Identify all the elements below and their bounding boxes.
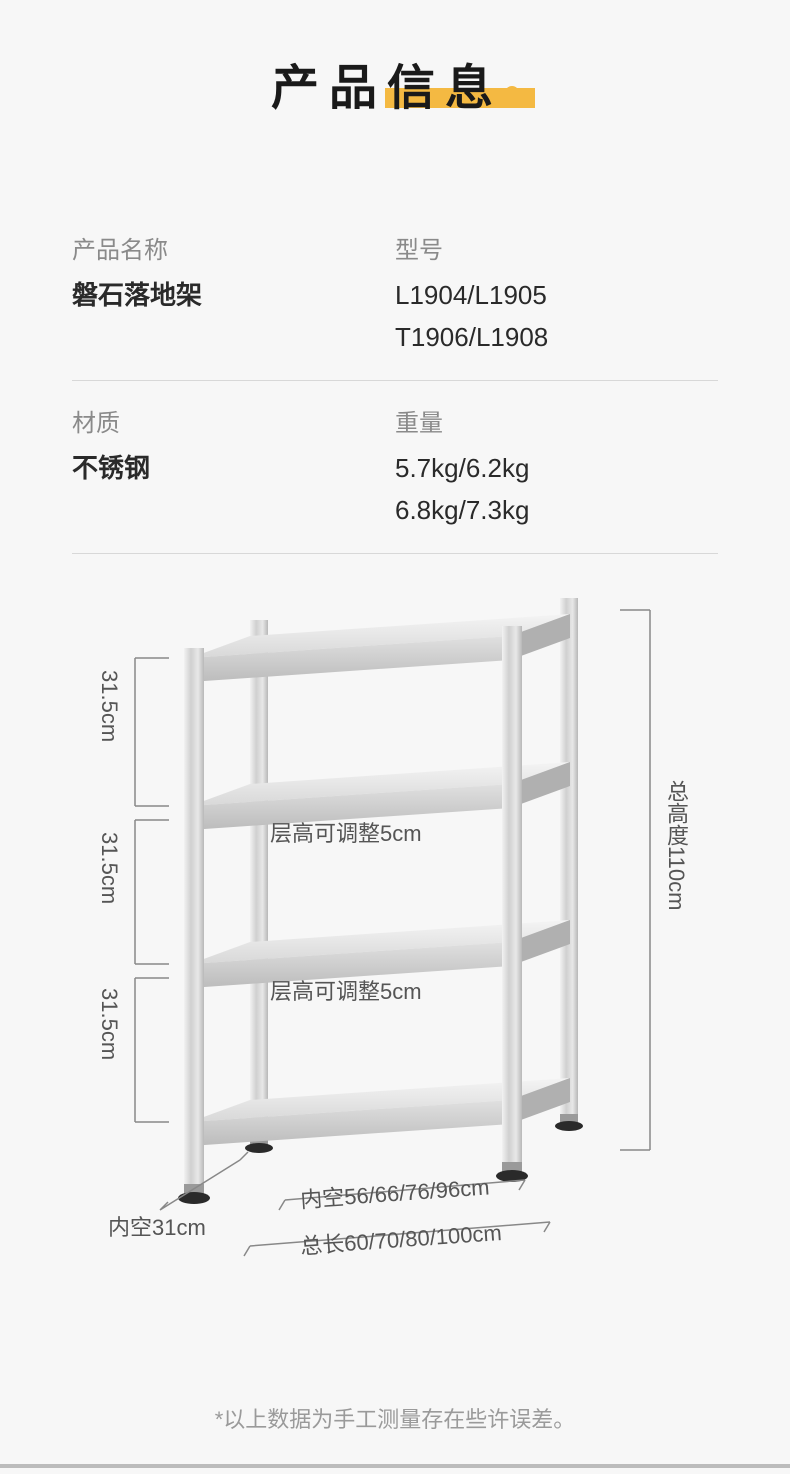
bottom-divider bbox=[0, 1464, 790, 1468]
dim-shelf-height-3: 31.5cm bbox=[96, 988, 122, 1060]
spec-cell-weight: 重量 5.7kg/6.2kg 6.8kg/7.3kg bbox=[395, 403, 718, 531]
dim-shelf-height-2: 31.5cm bbox=[96, 832, 122, 904]
dim-depth: 内空31cm bbox=[108, 1210, 206, 1242]
spec-cell-model: 型号 L1904/L1905 T1906/L1908 bbox=[395, 230, 718, 358]
spec-value-line: T1906/L1908 bbox=[395, 317, 718, 359]
spec-value: L1904/L1905 T1906/L1908 bbox=[395, 275, 718, 358]
spec-value-line: 6.8kg/7.3kg bbox=[395, 490, 718, 532]
spec-label: 产品名称 bbox=[72, 230, 395, 265]
spec-label: 材质 bbox=[72, 403, 395, 438]
product-diagram: 31.5cm 31.5cm 31.5cm 总高度110cm 层高可调整5cm 层… bbox=[0, 580, 790, 1360]
spec-label: 重量 bbox=[395, 403, 718, 438]
spec-row: 材质 不锈钢 重量 5.7kg/6.2kg 6.8kg/7.3kg bbox=[72, 381, 718, 554]
spec-table: 产品名称 磐石落地架 型号 L1904/L1905 T1906/L1908 材质… bbox=[72, 208, 718, 554]
footnote: *以上数据为手工测量存在些许误差。 bbox=[0, 1402, 790, 1434]
spec-value: 不锈钢 bbox=[72, 448, 395, 490]
spec-value-line: L1904/L1905 bbox=[395, 275, 718, 317]
dim-adjust-2: 层高可调整5cm bbox=[270, 974, 422, 1006]
spec-value: 磐石落地架 bbox=[72, 275, 395, 317]
spec-cell-material: 材质 不锈钢 bbox=[72, 403, 395, 531]
spec-row: 产品名称 磐石落地架 型号 L1904/L1905 T1906/L1908 bbox=[72, 208, 718, 381]
spec-label: 型号 bbox=[395, 230, 718, 265]
spec-value: 5.7kg/6.2kg 6.8kg/7.3kg bbox=[395, 448, 718, 531]
spec-value-line: 5.7kg/6.2kg bbox=[395, 448, 718, 490]
header: 产品信息 bbox=[0, 0, 790, 118]
spec-cell-name: 产品名称 磐石落地架 bbox=[72, 230, 395, 358]
dim-total-height: 总高度110cm bbox=[660, 780, 692, 910]
dim-shelf-height-1: 31.5cm bbox=[96, 670, 122, 742]
page-title: 产品信息 bbox=[271, 48, 503, 118]
dim-adjust-1: 层高可调整5cm bbox=[270, 816, 422, 848]
